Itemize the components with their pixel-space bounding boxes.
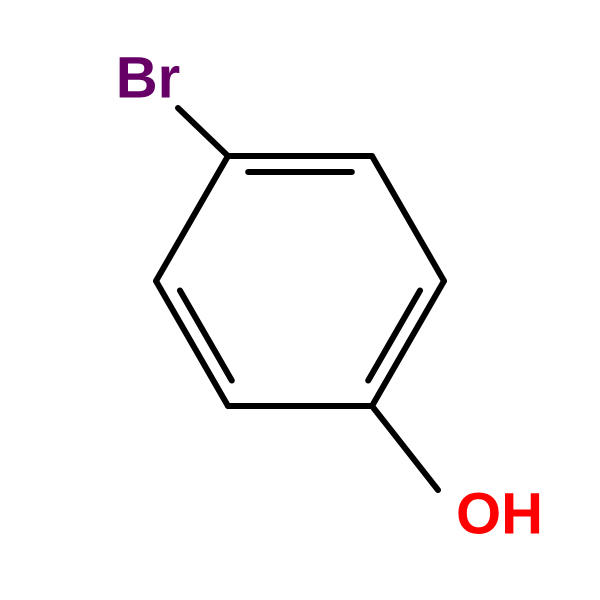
- atom-label-br: Br: [116, 45, 180, 110]
- bond: [372, 281, 444, 406]
- molecule-canvas: Br OH: [0, 0, 600, 600]
- atom-label-oh: OH: [456, 481, 543, 546]
- bond: [372, 156, 444, 281]
- substituent-bond: [372, 406, 438, 490]
- bond: [156, 156, 228, 281]
- substituent-bond: [178, 108, 228, 156]
- bond: [156, 281, 228, 406]
